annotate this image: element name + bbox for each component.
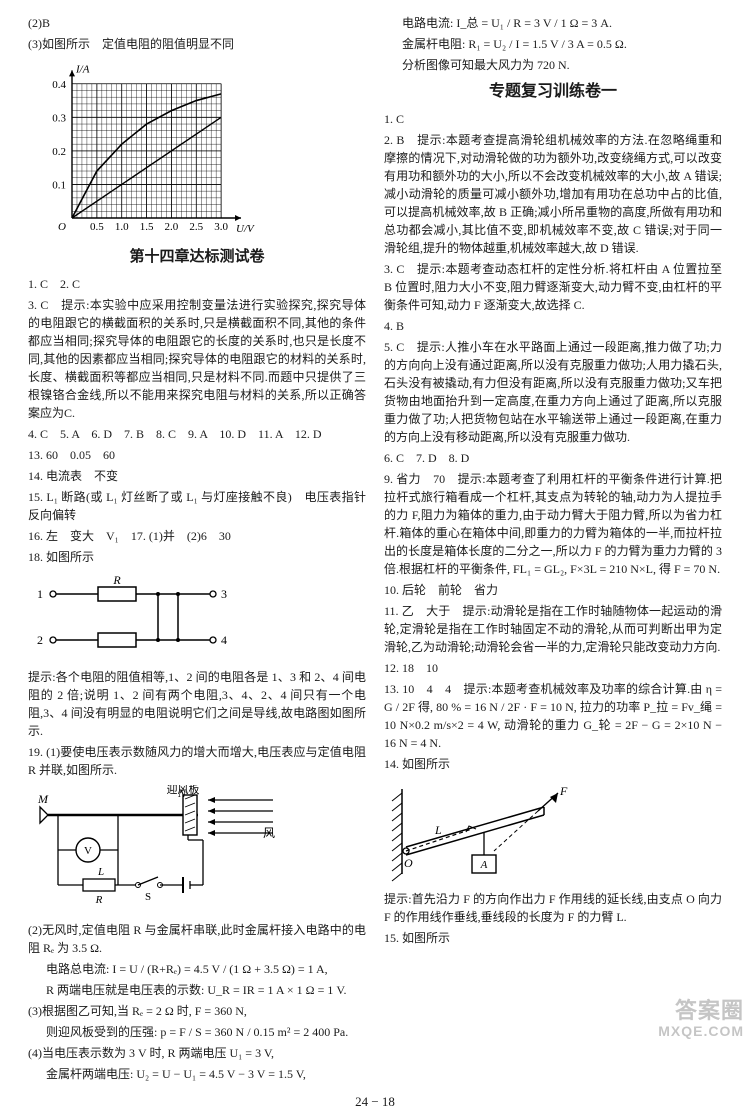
iv-chart: 0.5 1.0 1.5 2.0 2.5 3.0 0.1 0.2 0.3 0.4 O U/V I/A <box>28 57 366 242</box>
ans-13: 13. 60 0.05 60 <box>28 446 366 464</box>
svg-text:2.5: 2.5 <box>189 221 203 233</box>
ans-16-17: 16. 左 变大 V₁ 17. (1)并 (2)6 30 <box>28 527 366 545</box>
eq-r2: 金属杆电阻: R₁ = U₂ / I = 1.5 V / 3 A = 0.5 Ω… <box>384 35 722 53</box>
svg-text:0.2: 0.2 <box>52 146 66 158</box>
watermark: 答案圈 MXQE.COM <box>658 999 744 1039</box>
ans-19-1: 19. (1)要使电压表示数随风力的增大而增大,电压表应与定值电阻 R 并联,如… <box>28 743 366 779</box>
ans-18: 18. 如图所示 <box>28 548 366 566</box>
svg-text:1.5: 1.5 <box>140 221 154 233</box>
text-3: (3)如图所示 定值电阻的阻值明显不同 <box>28 35 366 53</box>
ans-4-12: 4. C 5. A 6. D 7. B 8. C 9. A 10. D 11. … <box>28 425 366 443</box>
eq-19-i: 电路总电流: I = U / (R+Rₑ) = 4.5 V / (1 Ω + 3… <box>28 960 366 978</box>
ans-19-3: (3)根据图乙可知,当 Rₑ = 2 Ω 时, F = 360 N, <box>28 1002 366 1020</box>
svg-text:I/A: I/A <box>75 63 90 75</box>
b11: 11. 乙 大于 提示:动滑轮是指在工作时轴随物体一起运动的滑轮,定滑轮是指在工… <box>384 602 722 656</box>
lever-diagram-14: O F L A <box>384 779 722 884</box>
eq-19-p: 则迎风板受到的压强: p = F / S = 360 N / 0.15 m² =… <box>28 1023 366 1041</box>
svg-text:L: L <box>97 866 104 878</box>
b4: 4. B <box>384 317 722 335</box>
b15-note: 提示:首先沿力 F 的方向作出力 F 作用线的延长线,由支点 O 向力 F 的作… <box>384 890 722 926</box>
svg-text:2: 2 <box>37 633 43 647</box>
svg-text:迎风板: 迎风板 <box>167 785 200 796</box>
svg-text:0.3: 0.3 <box>52 112 66 124</box>
svg-text:M: M <box>37 792 49 806</box>
b2: 2. B 提示:本题考查提高滑轮组机械效率的方法.在忽略绳重和摩擦的情况下,对动… <box>384 131 722 257</box>
b6-8: 6. C 7. D 8. D <box>384 449 722 467</box>
b14: 14. 如图所示 <box>384 755 722 773</box>
svg-text:O: O <box>58 221 66 233</box>
ans-19-2: (2)无风时,定值电阻 R 与金属杆串联,此时金属杆接入电路中的电阻 Rₑ 为 … <box>28 921 366 957</box>
svg-text:4: 4 <box>221 633 227 647</box>
svg-text:F: F <box>559 784 568 798</box>
svg-text:A: A <box>480 859 488 871</box>
svg-text:S: S <box>145 891 151 903</box>
circuit-18: R 1 2 3 4 <box>28 572 366 662</box>
ans-14: 14. 电流表 不变 <box>28 467 366 485</box>
ans-3: 3. C 提示:本实验中应采用控制变量法进行实验探究,探究导体的电阻跟它的横截面… <box>28 296 366 422</box>
svg-text:0.5: 0.5 <box>90 221 104 233</box>
svg-text:3: 3 <box>221 587 227 601</box>
eq-19-u2: 金属杆两端电压: U₂ = U − U₁ = 4.5 V − 3 V = 1.5… <box>28 1065 366 1083</box>
ans-19-4: (4)当电压表示数为 3 V 时, R 两端电压 U₁ = 3 V, <box>28 1044 366 1062</box>
svg-text:U/V: U/V <box>236 223 255 235</box>
svg-text:O: O <box>404 856 413 870</box>
ans-1-2: 1. C 2. C <box>28 275 366 293</box>
section-heading-s1: 专题复习训练卷一 <box>384 80 722 104</box>
circuit-19: MN迎风板风VRSL <box>28 785 366 915</box>
b3: 3. C 提示:本题考查动态杠杆的定性分析.将杠杆由 A 位置拉至 B 位置时,… <box>384 260 722 314</box>
b12: 12. 18 10 <box>384 659 722 677</box>
svg-text:2.0: 2.0 <box>165 221 179 233</box>
svg-text:0.4: 0.4 <box>52 79 66 91</box>
svg-text:风: 风 <box>263 826 275 840</box>
ans-15: 15. L₁ 断路(或 L₁ 灯丝断了或 L₁ 与灯座接触不良) 电压表指针反向… <box>28 488 366 524</box>
b9: 9. 省力 70 提示:本题考查了利用杠杆的平衡条件进行计算.把拉杆式旅行箱看成… <box>384 470 722 578</box>
svg-text:L: L <box>434 823 442 837</box>
svg-text:3.0: 3.0 <box>214 221 228 233</box>
watermark-line2: MXQE.COM <box>658 1024 744 1039</box>
svg-text:V: V <box>84 845 92 857</box>
watermark-line1: 答案圈 <box>658 999 744 1023</box>
text-2b: (2)B <box>28 14 366 32</box>
page-number: 24 − 18 <box>28 1092 722 1111</box>
b5: 5. C 提示:人推小车在水平路面上通过一段距离,推力做了功;力的方向向上没有通… <box>384 338 722 446</box>
svg-text:R: R <box>95 894 103 906</box>
eq-r3: 分析图像可知最大风力为 720 N. <box>384 56 722 74</box>
b1: 1. C <box>384 110 722 128</box>
eq-r1: 电路电流: I_总 = U₁ / R = 3 V / 1 Ω = 3 A. <box>384 14 722 32</box>
svg-text:R: R <box>112 573 121 587</box>
section-heading-14: 第十四章达标测试卷 <box>28 246 366 269</box>
b13: 13. 10 4 4 提示:本题考查机械效率及功率的综合计算.由 η = G /… <box>384 680 722 752</box>
svg-text:1: 1 <box>37 587 43 601</box>
svg-text:0.1: 0.1 <box>52 179 66 191</box>
svg-text:1.0: 1.0 <box>115 221 129 233</box>
eq-19-ur: R 两端电压就是电压表的示数: U_R = IR = 1 A × 1 Ω = 1… <box>28 981 366 999</box>
b15: 15. 如图所示 <box>384 929 722 947</box>
b10: 10. 后轮 前轮 省力 <box>384 581 722 599</box>
note-18: 提示:各个电阻的阻值相等,1、2 间的电阻各是 1、3 和 2、4 间电阻的 2… <box>28 668 366 740</box>
